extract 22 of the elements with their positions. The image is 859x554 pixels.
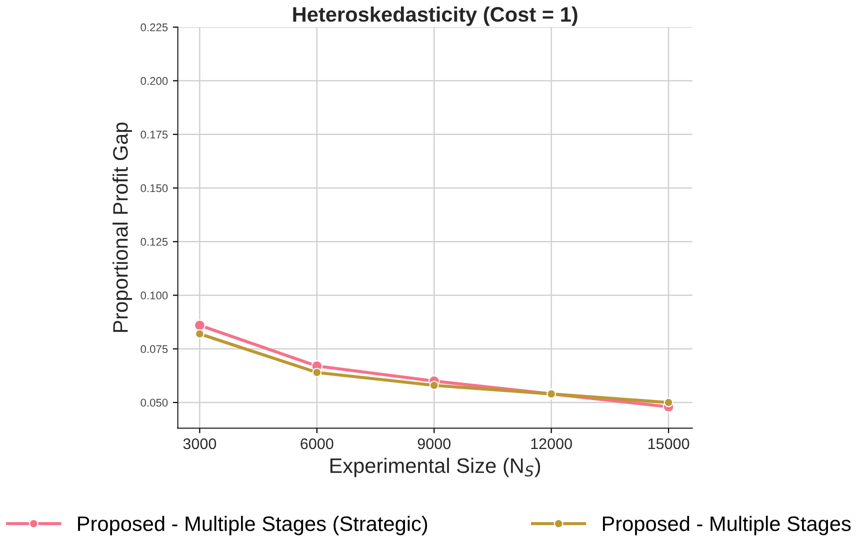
- x-tick-label: 3000: [183, 438, 216, 450]
- y-tick-label: 0.125: [140, 238, 168, 246]
- y-tick-label: 0.175: [140, 130, 168, 139]
- x-tick-label: 12000: [531, 438, 572, 450]
- x-axis-title: Experimental Size (N$_{S}$): [330, 458, 540, 478]
- y-tick-label: 0.150: [140, 184, 168, 192]
- y-tick-label: 0.050: [140, 398, 168, 407]
- y-axis-title: Proportional Profit Gap: [112, 122, 132, 332]
- y-tick-label: 0.075: [140, 345, 168, 354]
- point: [664, 398, 674, 408]
- legend-label: Proposed - Multiple Stages (Strategic): [78, 516, 428, 536]
- chart-title: Heteroskedasticity (Cost = 1): [293, 6, 578, 26]
- point: [194, 329, 204, 339]
- point: [312, 368, 322, 378]
- legend-label: Proposed - Multiple Stages: [602, 516, 851, 536]
- point: [429, 380, 439, 390]
- x-tick-label: 15000: [648, 438, 690, 450]
- y-tick-label: 0.200: [140, 77, 168, 85]
- y-tick-label: 0.100: [140, 292, 168, 300]
- x-tick-label: 9000: [418, 438, 451, 450]
- y-tick-label: 0.225: [140, 23, 168, 32]
- x-tick-label: 6000: [300, 438, 334, 450]
